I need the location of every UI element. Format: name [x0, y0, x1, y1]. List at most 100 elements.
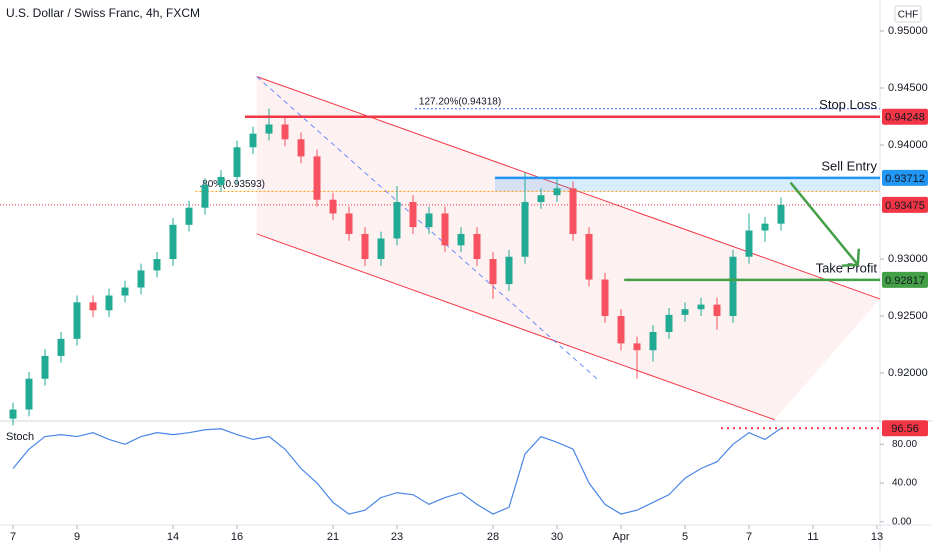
candle-body [361, 233, 369, 260]
candle-body [185, 207, 193, 225]
arrow-line [789, 181, 859, 266]
x-tick-label: 30 [551, 531, 563, 543]
channel-fill [256, 76, 880, 420]
chart-title: U.S. Dollar / Swiss Franc, 4h, FXCM [6, 6, 200, 20]
entry-band [494, 177, 880, 192]
candle-body [89, 302, 97, 311]
candle-body [761, 223, 769, 231]
candle-body [73, 302, 81, 339]
candle-body [601, 279, 609, 317]
candle-body [569, 188, 577, 234]
level-name: Stop Loss [819, 97, 877, 112]
y-tick-label: 0.94000 [888, 139, 928, 151]
candle-body [57, 338, 65, 356]
stoch-value-label: 96.56 [891, 423, 919, 435]
candle-body [457, 233, 465, 246]
x-tick-label: 7 [746, 531, 752, 543]
fib-label: 127.20%(0.94318) [419, 96, 501, 107]
x-tick-label: 5 [682, 531, 688, 543]
x-tick-label: 11 [807, 531, 818, 543]
candle-body [521, 202, 529, 257]
candle-body [473, 233, 481, 260]
candle-body [617, 316, 625, 344]
x-tick-label: Apr [612, 531, 629, 543]
arrow-head [841, 248, 861, 267]
candle-body [537, 195, 545, 203]
channel-line [256, 233, 775, 421]
candle-body [345, 213, 353, 234]
candle-body [665, 314, 673, 332]
candle-body [681, 309, 689, 315]
candle-body [313, 156, 321, 200]
candle-body [217, 176, 225, 185]
x-tick-label: 13 [871, 531, 883, 543]
projection-line [256, 76, 598, 380]
candle-body [377, 238, 385, 260]
y-tick-label: 0.92500 [888, 310, 928, 322]
candle-body [729, 256, 737, 317]
level-price-label: 0.94248 [885, 112, 925, 124]
level-name: Take Profit [816, 260, 878, 275]
candle-body [329, 199, 337, 214]
candle-body [153, 259, 161, 271]
candle-body [425, 213, 433, 228]
stoch-tick-label: 40.00 [892, 478, 917, 489]
candle-body [265, 124, 273, 134]
candle-body [777, 204, 785, 224]
y-tick-label: 0.94500 [888, 82, 928, 94]
level-price-box [882, 108, 928, 125]
level-price-label: 0.92817 [885, 275, 925, 287]
stoch-title: Stoch [6, 431, 34, 443]
candle-body [553, 188, 561, 196]
candle-body [649, 331, 657, 351]
candle-body [281, 124, 289, 140]
stoch-tick-label: 0.00 [892, 516, 912, 527]
candle-body [137, 270, 145, 288]
x-tick-label: 14 [167, 531, 179, 543]
candle-body [121, 287, 129, 296]
candle-body [41, 355, 49, 379]
candle-body [249, 133, 257, 148]
candle-body [201, 184, 209, 208]
y-tick-label: 0.92000 [888, 367, 928, 379]
x-tick-label: 28 [487, 531, 499, 543]
candle-body [713, 304, 721, 317]
current-price-label: 0.93475 [885, 200, 925, 212]
fib-label: .80%(0.93593) [199, 179, 265, 190]
stoch-tick-label: 80.00 [892, 439, 917, 450]
candle-body [393, 202, 401, 239]
candle-body [633, 343, 641, 351]
candle-body [489, 259, 497, 285]
x-tick-label: 23 [391, 531, 403, 543]
x-tick-label: 16 [231, 531, 243, 543]
candle-body [441, 213, 449, 246]
candle-body [169, 224, 177, 260]
x-tick-label: 21 [327, 531, 339, 543]
candle-body [697, 304, 705, 310]
candle-body [505, 256, 513, 285]
candle-body [25, 378, 33, 410]
x-tick-label: 7 [10, 531, 16, 543]
candle-body [409, 202, 417, 228]
currency: CHF [898, 10, 919, 21]
channel-line [256, 76, 881, 300]
level-name: Sell Entry [821, 158, 877, 173]
y-tick-label: 0.95000 [888, 25, 928, 37]
level-price-box [882, 169, 928, 186]
stoch-line [12, 427, 782, 515]
candle-body [105, 295, 113, 311]
candle-body [9, 409, 17, 419]
y-tick-label: 0.93000 [888, 253, 928, 265]
candle-body [297, 139, 305, 157]
currency-box [894, 5, 922, 23]
candle-body [233, 147, 241, 177]
stoch-value-box [882, 420, 928, 437]
candle-body [585, 233, 593, 280]
current-price-box [882, 196, 928, 213]
level-price-label: 0.93712 [885, 173, 925, 185]
level-price-box [882, 271, 928, 288]
candle-body [745, 230, 753, 257]
x-tick-label: 9 [74, 531, 80, 543]
